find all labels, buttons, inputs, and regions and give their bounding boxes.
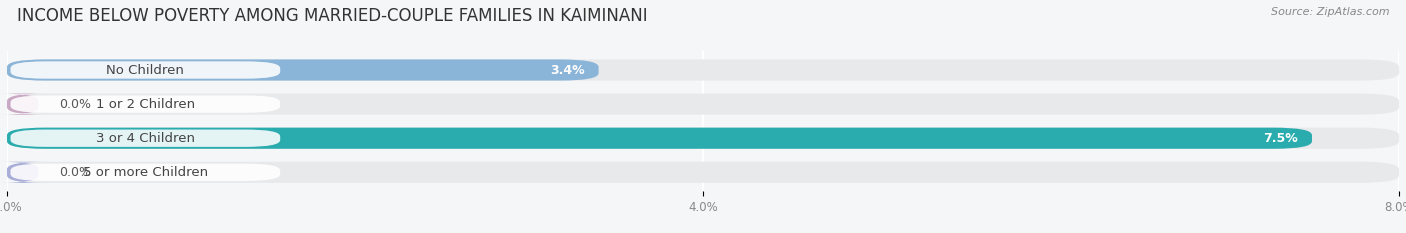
Text: 1 or 2 Children: 1 or 2 Children (96, 98, 195, 111)
FancyBboxPatch shape (10, 130, 280, 147)
FancyBboxPatch shape (10, 61, 280, 79)
FancyBboxPatch shape (7, 162, 1399, 183)
Text: 0.0%: 0.0% (59, 98, 91, 111)
FancyBboxPatch shape (7, 128, 1312, 149)
Text: No Children: No Children (107, 64, 184, 76)
Text: INCOME BELOW POVERTY AMONG MARRIED-COUPLE FAMILIES IN KAIMINANI: INCOME BELOW POVERTY AMONG MARRIED-COUPL… (17, 7, 648, 25)
FancyBboxPatch shape (7, 93, 1399, 115)
FancyBboxPatch shape (7, 59, 599, 81)
Text: 3 or 4 Children: 3 or 4 Children (96, 132, 195, 145)
FancyBboxPatch shape (7, 128, 1399, 149)
Text: 5 or more Children: 5 or more Children (83, 166, 208, 179)
Text: 7.5%: 7.5% (1264, 132, 1298, 145)
FancyBboxPatch shape (7, 59, 1399, 81)
Text: 0.0%: 0.0% (59, 166, 91, 179)
Text: Source: ZipAtlas.com: Source: ZipAtlas.com (1271, 7, 1389, 17)
FancyBboxPatch shape (0, 93, 45, 115)
Text: 3.4%: 3.4% (550, 64, 585, 76)
FancyBboxPatch shape (10, 96, 280, 113)
FancyBboxPatch shape (10, 164, 280, 181)
FancyBboxPatch shape (0, 162, 45, 183)
